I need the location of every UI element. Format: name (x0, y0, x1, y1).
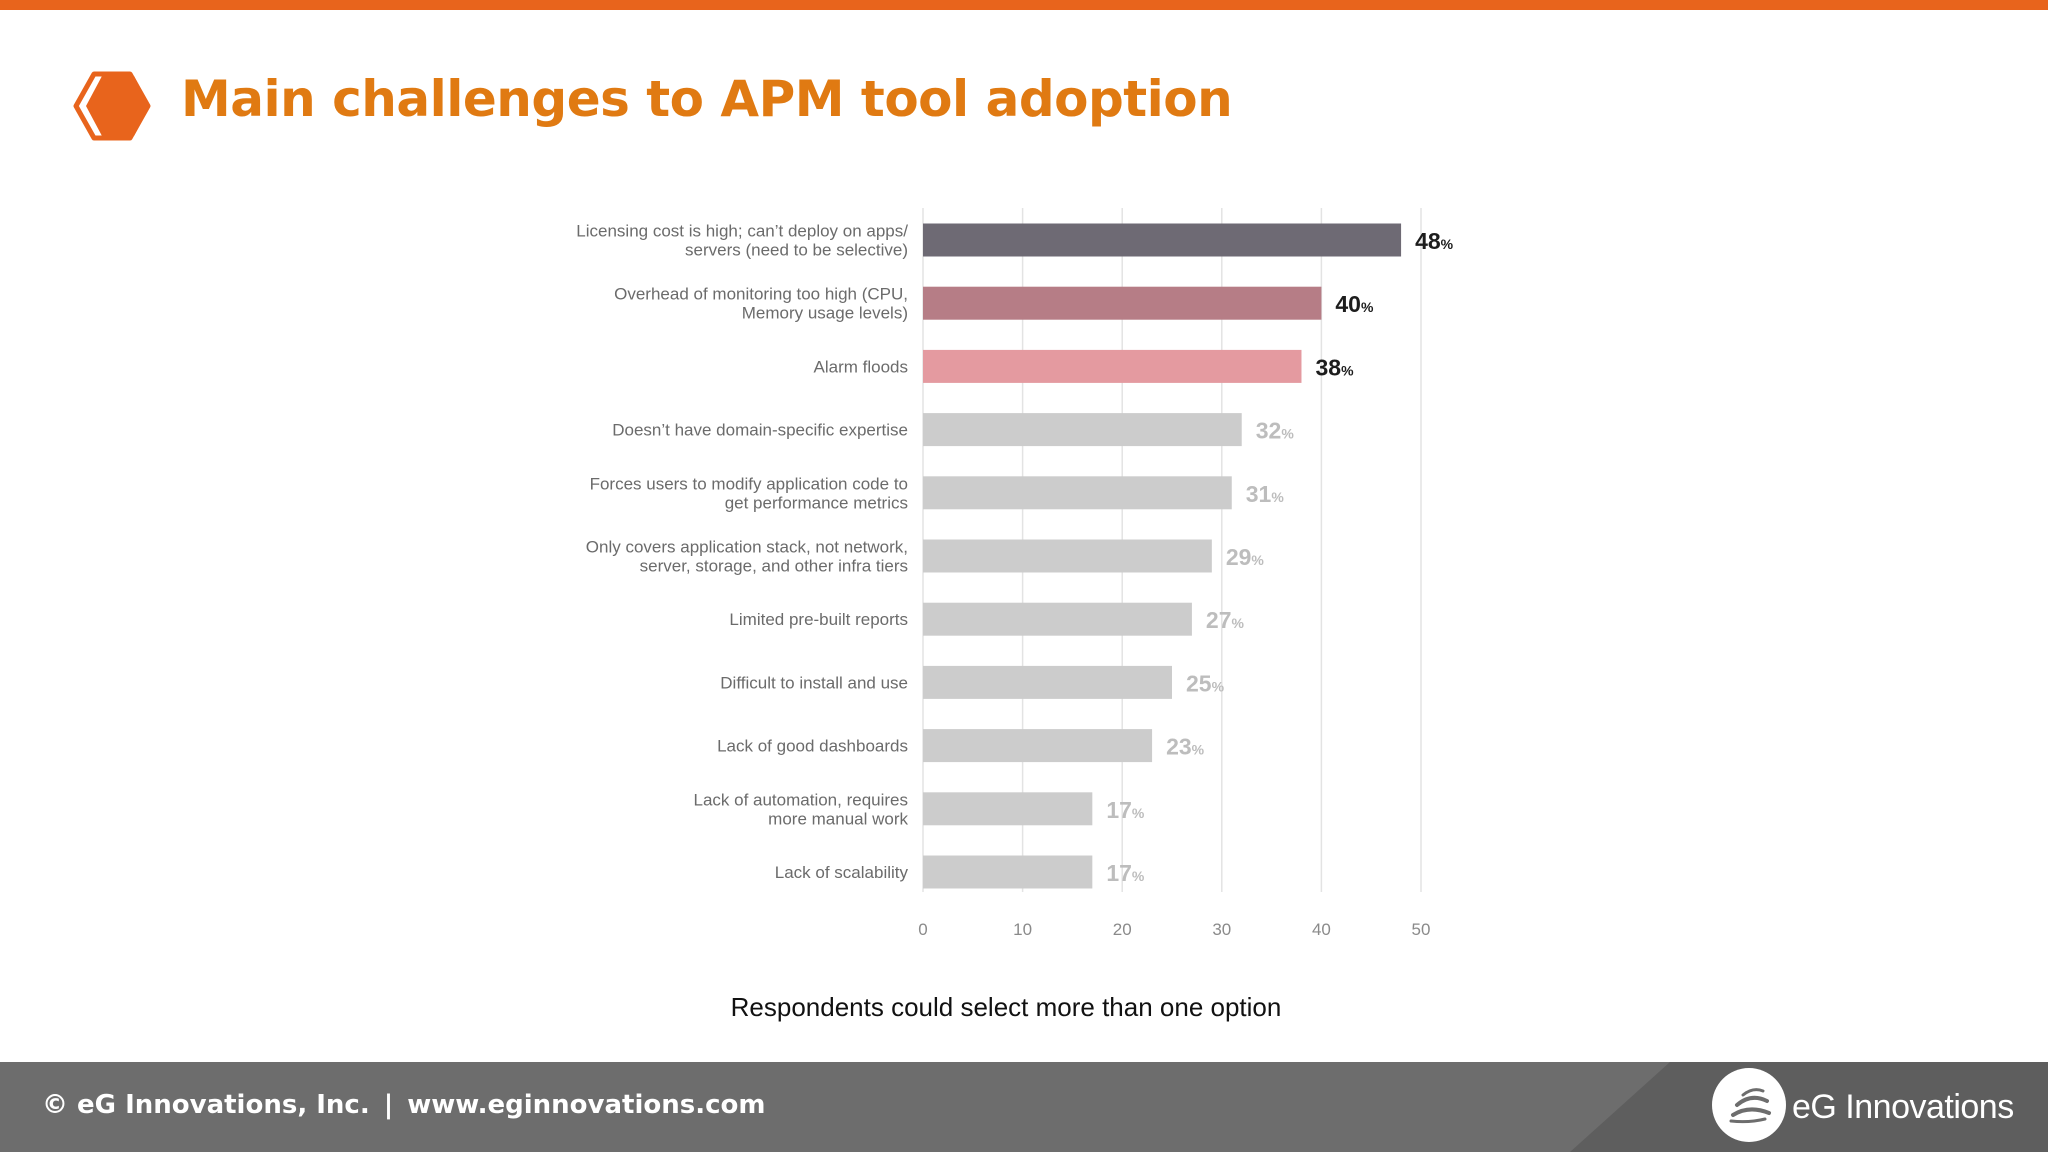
category-label: Lack of good dashboards (717, 737, 908, 756)
value-label: 32% (1256, 418, 1295, 444)
category-label: Doesn’t have domain-specific expertise (612, 421, 908, 440)
footer: © eG Innovations, Inc. | www.eginnovations… (0, 1062, 2048, 1152)
bar (923, 286, 1322, 320)
slide-title: Main challenges to APM tool adoption (181, 70, 1233, 128)
chart-value-labels: 48% 40% 38% 32% 31% 29% 27% 25% 23% 17% 17% (1106, 228, 1453, 886)
x-tick-label: 0 (918, 920, 927, 939)
value-label: 27% (1206, 607, 1245, 633)
bar (923, 729, 1153, 763)
bar (923, 855, 1093, 889)
bar (923, 476, 1232, 510)
bar (923, 602, 1192, 636)
top-accent-bar (0, 0, 2048, 10)
bar (923, 223, 1402, 257)
bar (923, 539, 1212, 573)
x-tick-label: 10 (1013, 920, 1032, 939)
footnote: Respondents could select more than one o… (730, 992, 1282, 1022)
value-label: 31% (1246, 481, 1285, 507)
bar (923, 792, 1093, 826)
bar-chart: Licensing cost is high; can’t deploy on … (576, 208, 1454, 939)
x-tick-label: 20 (1113, 920, 1132, 939)
chart-x-axis-ticks: 0 10 20 30 40 50 (918, 920, 1430, 939)
footer-separator: | (383, 1090, 394, 1120)
category-label: Difficult to install and use (720, 673, 908, 692)
footer-logo-panel (1570, 1062, 2048, 1152)
value-label: 23% (1166, 734, 1205, 760)
value-label: 17% (1106, 797, 1145, 823)
category-label: Limited pre-built reports (729, 610, 908, 629)
value-label: 38% (1315, 354, 1354, 380)
eg-logo-mark (1729, 1088, 1771, 1124)
footer-text: © eG Innovations, Inc. | www.eginnovations… (42, 1090, 765, 1120)
value-label: 48% (1415, 228, 1454, 254)
value-label: 17% (1106, 860, 1145, 886)
category-label: Overhead of monitoring too high (CPU, Mem… (614, 285, 908, 323)
brand-name: eG Innovations (1792, 1088, 2014, 1126)
category-label: Only covers application stack, not netwo… (586, 538, 908, 576)
x-tick-label: 40 (1312, 920, 1331, 939)
value-label: 40% (1335, 291, 1374, 317)
bar (923, 665, 1172, 699)
category-label: Alarm floods (814, 357, 908, 376)
x-tick-label: 30 (1212, 920, 1231, 939)
x-tick-label: 50 (1412, 920, 1431, 939)
chart-category-labels: Licensing cost is high; can’t deploy on … (576, 222, 908, 883)
eg-logo-icon (1712, 1068, 1786, 1142)
value-label: 25% (1186, 670, 1225, 696)
website-link[interactable]: www.eginnovations.com (407, 1090, 766, 1120)
bar (923, 413, 1242, 447)
bar (923, 349, 1302, 383)
category-label: Lack of automation, requires more manual … (693, 790, 908, 828)
value-label: 29% (1226, 544, 1265, 570)
category-label: Licensing cost is high; can’t deploy on … (576, 222, 908, 260)
copyright-text: © eG Innovations, Inc. (42, 1090, 370, 1120)
chart-bars (923, 223, 1402, 889)
hexagon-icon (73, 71, 151, 141)
category-label: Lack of scalability (775, 863, 909, 882)
category-label: Forces users to modify application code … (590, 474, 908, 512)
